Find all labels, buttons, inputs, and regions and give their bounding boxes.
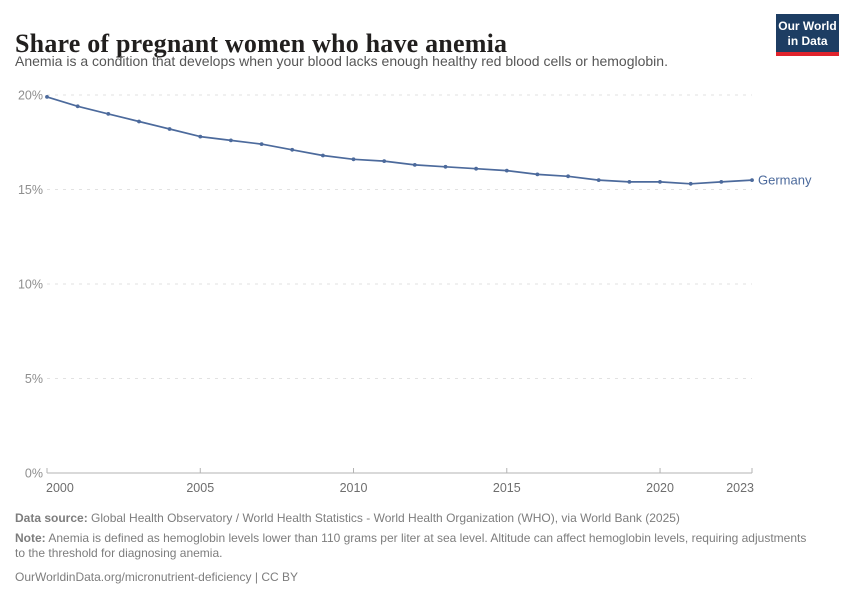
y-axis-tick-label: 20% xyxy=(18,89,43,103)
data-point-marker xyxy=(106,112,111,116)
data-point-marker xyxy=(719,180,724,184)
entity-label-germany: Germany xyxy=(758,173,812,188)
chart-area: 0% 5% 10% 15% 20% 2000 2005 2010 2015 2020 2023 Ger… xyxy=(0,80,850,510)
owid-logo: Our World in Data xyxy=(776,14,839,57)
data-point-marker xyxy=(566,174,570,179)
data-point-marker xyxy=(443,164,448,169)
data-point-marker xyxy=(75,104,80,109)
x-axis-tick-label: 2015 xyxy=(493,481,521,495)
data-point-marker xyxy=(351,157,356,162)
x-axis-tick-label: 2023 xyxy=(726,481,754,495)
data-point-marker xyxy=(137,119,141,124)
data-point-marker xyxy=(290,147,295,152)
data-source-text: Global Health Observatory / World Health… xyxy=(87,511,680,525)
owid-logo-line1: Our World xyxy=(778,19,837,33)
data-point-marker xyxy=(535,172,540,177)
data-point-marker xyxy=(382,159,387,163)
data-point-marker xyxy=(688,181,693,186)
chart-footer: Data source: Global Health Observatory /… xyxy=(15,511,820,589)
data-point-marker xyxy=(259,142,264,146)
data-point-marker xyxy=(45,95,49,99)
y-axis-tick-label: 5% xyxy=(25,372,43,386)
x-axis-tick-label: 2005 xyxy=(186,481,214,495)
data-point-marker xyxy=(596,178,601,182)
data-point-marker xyxy=(627,180,632,184)
data-source-line: Data source: Global Health Observatory /… xyxy=(15,511,820,527)
note-label: Note: xyxy=(15,530,46,545)
line-chart-svg: 0% 5% 10% 15% 20% 2000 2005 2010 2015 2020 2023 Ger… xyxy=(18,89,812,496)
chart-title: Share of pregnant women who have anemia xyxy=(15,29,508,59)
x-axis-tick-label: 2010 xyxy=(340,481,368,495)
note-text: Anemia is defined as hemoglobin levels l… xyxy=(15,530,807,561)
x-axis-tick-label: 2000 xyxy=(46,481,74,495)
y-axis-tick-label: 0% xyxy=(25,467,43,481)
data-point-marker xyxy=(412,163,417,167)
data-point-marker xyxy=(229,138,233,143)
data-point-marker xyxy=(198,134,203,139)
y-axis-tick-label: 15% xyxy=(18,183,43,197)
data-point-marker xyxy=(167,127,172,131)
x-axis-tick-label: 2020 xyxy=(646,481,674,495)
data-point-marker xyxy=(504,168,509,173)
y-axis-tick-label: 10% xyxy=(18,278,43,292)
note-line: Note: Anemia is defined as hemoglobin le… xyxy=(15,531,810,562)
chart-subtitle: Anemia is a condition that develops when… xyxy=(15,53,668,69)
owid-logo-line2: in Data xyxy=(787,33,828,48)
data-point-marker xyxy=(474,166,478,171)
data-point-marker xyxy=(658,180,662,184)
data-point-marker xyxy=(750,178,754,182)
series-line-germany xyxy=(46,96,753,185)
license-line: OurWorldinData.org/micronutrient-deficie… xyxy=(15,569,298,584)
data-source-label: Data source: xyxy=(15,511,88,525)
data-point-marker xyxy=(321,153,325,158)
